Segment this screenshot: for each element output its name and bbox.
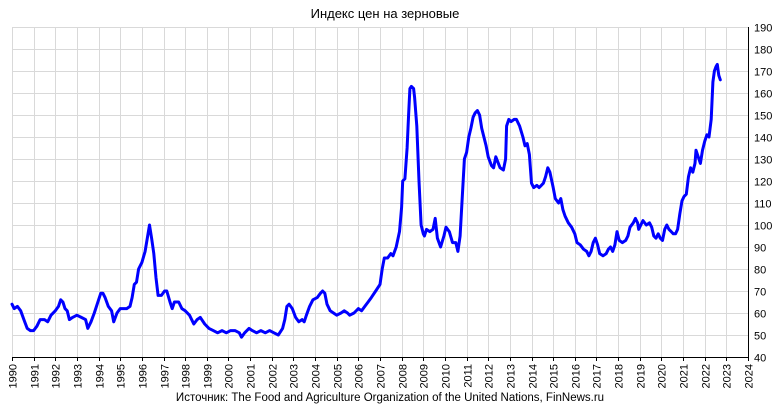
x-tick-label: 2005 [333, 364, 345, 388]
y-tick-label: 120 [754, 177, 772, 189]
y-tick-label: 70 [754, 287, 766, 299]
y-tick-label: 90 [754, 243, 766, 255]
x-tick-label: 2015 [549, 364, 561, 388]
x-tick-label: 2008 [398, 364, 410, 388]
x-tick-label: 1991 [30, 364, 42, 388]
x-tick-label: 2007 [376, 364, 388, 388]
x-tick-label: 2023 [722, 364, 734, 388]
x-tick-label: 2019 [636, 364, 648, 388]
x-tick-label: 2018 [614, 364, 626, 388]
y-tick-label: 80 [754, 265, 766, 277]
x-tick-label: 2021 [679, 364, 691, 388]
y-tick-label: 60 [754, 309, 766, 321]
x-tick-label: 1998 [181, 364, 193, 388]
x-tick-label: 2016 [571, 364, 583, 388]
x-tick-label: 2011 [463, 364, 475, 388]
y-tick-label: 180 [754, 45, 772, 57]
y-tick-label: 100 [754, 221, 772, 233]
x-tick-label: 2012 [484, 364, 496, 388]
x-tick-label: 2010 [441, 364, 453, 388]
y-tick-label: 50 [754, 331, 766, 343]
x-tick-label: 2001 [246, 364, 258, 388]
x-tick-labels: 1990 1991 1992 1993 1994 1995 1996 1997 1998 1999… [8, 364, 756, 388]
x-tick-label: 2024 [744, 364, 756, 388]
y-tick-label: 40 [754, 353, 766, 365]
x-tick-label: 1993 [73, 364, 85, 388]
x-tick-label: 1992 [51, 364, 63, 388]
x-tick-label: 2013 [506, 364, 518, 388]
chart-title: Индекс цен на зерновые [310, 6, 460, 21]
source-caption: Источник: The Food and Agriculture Organ… [175, 392, 605, 404]
y-tick-label: 140 [754, 133, 772, 145]
x-tick-label: 1995 [116, 364, 128, 388]
x-tick-label: 2022 [701, 364, 713, 388]
x-tick-label: 1997 [160, 364, 172, 388]
x-tick-label: 1994 [95, 364, 107, 388]
x-tick-label: 2003 [289, 364, 301, 388]
x-tick-label: 1990 [8, 364, 20, 388]
x-tick-label: 1996 [138, 364, 150, 388]
y-tick-label: 160 [754, 89, 772, 101]
x-tick-label: 2014 [528, 364, 540, 388]
x-tick-label: 2006 [354, 364, 366, 388]
x-tick-label: 2000 [224, 364, 236, 388]
x-tick-label: 1999 [203, 364, 215, 388]
y-tick-labels: 40 50 60 70 80 90 100 110 120 130 140 150 160 170 180 1… [754, 23, 772, 365]
y-tick-label: 110 [754, 199, 772, 211]
x-tick-label: 2020 [657, 364, 669, 388]
axes [12, 27, 749, 361]
series-line-grain-index [10, 62, 722, 339]
y-tick-label: 130 [754, 155, 772, 167]
x-tick-label: 2009 [419, 364, 431, 388]
y-tick-label: 150 [754, 111, 772, 123]
y-tick-label: 190 [754, 23, 772, 35]
x-tick-label: 2002 [268, 364, 280, 388]
x-tick-label: 2017 [592, 364, 604, 388]
x-tick-label: 2004 [311, 364, 323, 388]
y-tick-label: 170 [754, 67, 772, 79]
grid-lines [12, 27, 749, 358]
